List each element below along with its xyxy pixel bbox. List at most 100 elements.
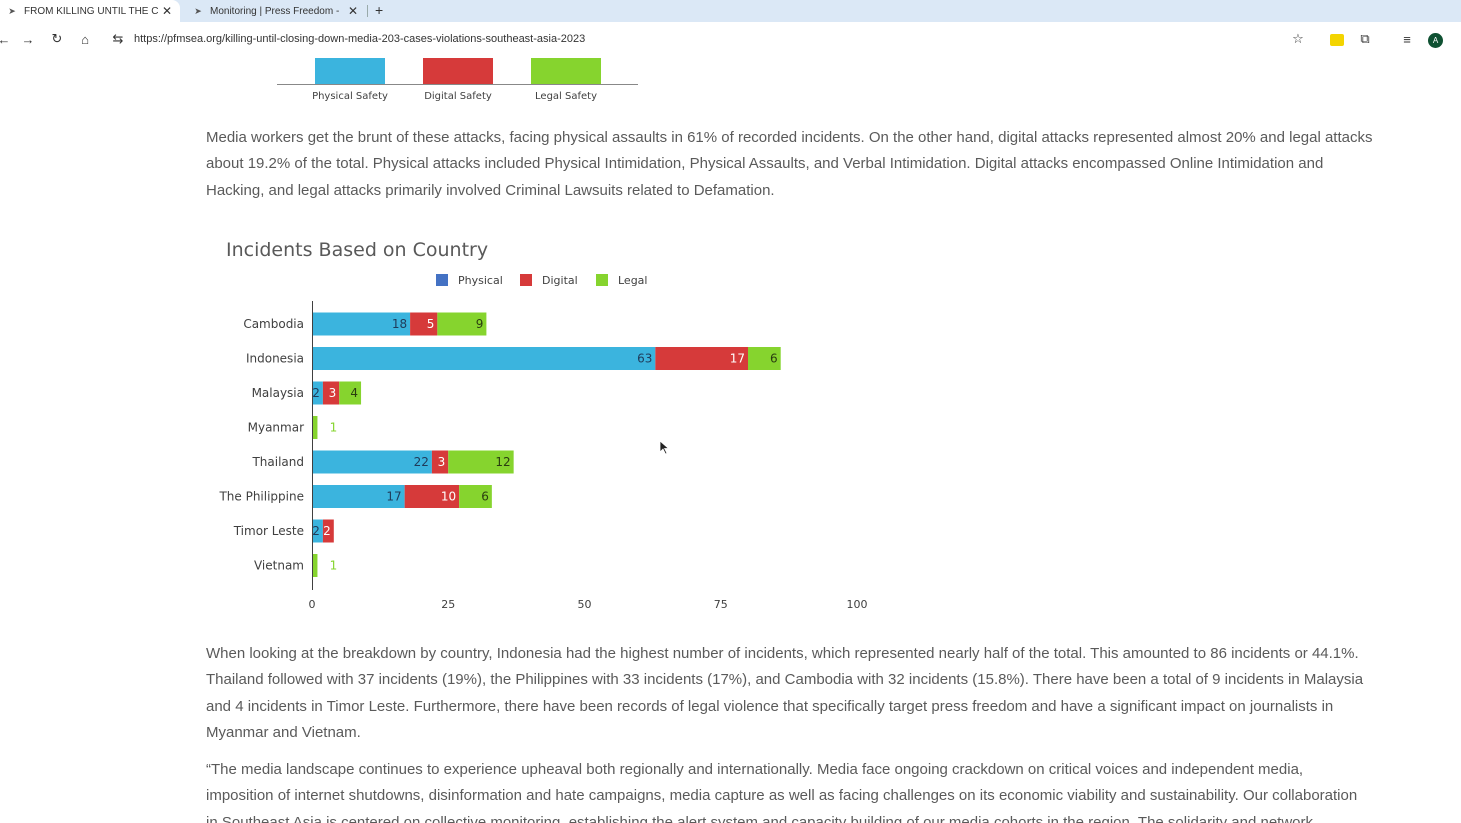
legend-label-physical: Physical [458, 274, 503, 287]
bar-legal [339, 381, 362, 405]
bar-digital [410, 312, 438, 336]
close-tab-icon[interactable]: ✕ [161, 4, 172, 18]
data-label: 2 [312, 524, 320, 538]
bar-physical [312, 312, 411, 336]
legend-swatch-legal [596, 274, 608, 286]
data-label: 22 [414, 455, 429, 469]
category-label: Cambodia [243, 317, 304, 331]
tab-separator [367, 5, 368, 17]
data-label: 2 [312, 386, 320, 400]
bar-legal [437, 312, 487, 336]
safety-type-legend: Physical Safety Digital Safety Legal Saf… [277, 58, 638, 102]
bar-legal [459, 485, 492, 508]
data-label: 5 [427, 317, 435, 331]
extension-icon[interactable] [1330, 34, 1344, 46]
digital-safety-swatch [423, 58, 493, 84]
category-label: Myanmar [248, 421, 304, 435]
article-page: Physical Safety Digital Safety Legal Saf… [0, 58, 1461, 823]
data-label: 9 [476, 317, 484, 331]
bar-digital [322, 381, 340, 405]
chart-x-axis: 0 25 50 75 100 [309, 598, 868, 611]
reading-list-icon[interactable]: ≡ [1403, 31, 1411, 47]
data-label: 10 [441, 490, 456, 504]
x-tick-label: 100 [847, 598, 868, 611]
digital-safety-label: Digital Safety [424, 91, 492, 102]
bar-legal [312, 416, 318, 439]
x-tick-label: 50 [578, 598, 592, 611]
category-label: Thailand [251, 455, 304, 469]
data-label: 6 [481, 490, 489, 504]
reload-icon[interactable]: ↻ [51, 31, 63, 46]
data-label: 1 [330, 559, 338, 573]
bar-physical [312, 450, 432, 474]
data-label: 17 [730, 352, 745, 366]
data-label: 6 [770, 352, 778, 366]
profile-avatar[interactable]: A [1428, 33, 1443, 48]
paragraph-line: Hacking, and legal attacks primarily inv… [206, 181, 775, 199]
data-label: 63 [637, 352, 652, 366]
paragraph-line: Media workers get the brunt of these att… [206, 129, 1373, 146]
tab-title: FROM KILLING UNTIL THE C [24, 5, 159, 17]
incidents-by-country-chart: Incidents Based on Country Physical Digit… [218, 239, 868, 611]
physical-safety-label: Physical Safety [312, 91, 388, 102]
back-arrow-icon[interactable]: ← [0, 31, 11, 47]
paragraph-line: Thailand followed with 37 incidents (19%… [206, 671, 1364, 689]
home-icon[interactable]: ⌂ [81, 31, 89, 47]
category-label: The Philippine [218, 490, 304, 504]
bar-digital [404, 485, 460, 508]
paragraph-attack-types: Media workers get the brunt of these att… [206, 125, 1372, 204]
category-label: Malaysia [252, 386, 304, 400]
tab-monitoring[interactable]: ➤ Monitoring | Press Freedom - ✕ [186, 0, 366, 22]
legend-swatch-physical [436, 274, 448, 286]
x-tick-label: 25 [441, 598, 455, 611]
bookmark-star-icon[interactable]: ☆ [1292, 31, 1304, 46]
site-settings-icon[interactable]: ⇆ [112, 31, 124, 46]
chart-category-labels: Cambodia Indonesia Malaysia Myanmar Thailand… [218, 317, 304, 573]
bar-physical [312, 381, 323, 405]
bar-physical [312, 347, 656, 370]
tab-strip: ➤ FROM KILLING UNTIL THE C ✕ ➤ Monitorin… [0, 0, 1461, 22]
paragraph-quote: “The media landscape continues to experi… [206, 757, 1357, 823]
close-tab-icon[interactable]: ✕ [347, 4, 358, 18]
data-label: 18 [392, 317, 407, 331]
legal-safety-label: Legal Safety [535, 91, 597, 102]
paragraph-country-breakdown: When looking at the breakdown by country… [206, 641, 1363, 747]
paragraph-line: about 19.2% of the total. Physical attac… [206, 155, 1324, 173]
site-favicon-icon: ➤ [8, 5, 16, 16]
legal-safety-swatch [531, 58, 601, 84]
legend-label-legal: Legal [618, 274, 647, 287]
bar-legal [312, 554, 318, 577]
bar-digital [655, 347, 748, 370]
bar-legal [748, 347, 781, 370]
data-label: 17 [386, 490, 401, 504]
new-tab-button[interactable]: + [375, 2, 384, 18]
site-favicon-icon: ➤ [194, 5, 202, 16]
category-label: Indonesia [246, 352, 304, 366]
data-label: 3 [438, 455, 446, 469]
data-label: 3 [329, 386, 337, 400]
bar-digital [322, 519, 334, 543]
paragraph-line: “The media landscape continues to experi… [206, 761, 1304, 778]
x-tick-label: 0 [309, 598, 316, 611]
category-label: Vietnam [254, 559, 304, 573]
x-tick-label: 75 [714, 598, 728, 611]
paragraph-line: imposition of internet shutdowns, disinf… [206, 787, 1358, 805]
tab-active[interactable]: ➤ FROM KILLING UNTIL THE C ✕ [0, 0, 180, 22]
browser-toolbar: ← → ↻ ⌂ ⇆ https://pfmsea.org/killing-unt… [0, 22, 1461, 58]
forward-arrow-icon[interactable]: → [21, 31, 35, 47]
chart-legend: Physical Digital Legal [436, 274, 647, 287]
tab-title: Monitoring | Press Freedom - [210, 5, 340, 17]
paragraph-line: When looking at the breakdown by country… [206, 645, 1359, 662]
paragraph-line: in Southeast Asia is centered on collect… [206, 813, 1314, 823]
category-label: Timor Leste [233, 524, 304, 538]
bar-physical [312, 519, 323, 543]
address-bar[interactable]: https://pfmsea.org/killing-until-closing… [134, 33, 586, 45]
data-label: 12 [495, 455, 510, 469]
legend-swatch-digital [520, 274, 532, 286]
data-label: 4 [350, 386, 358, 400]
legend-label-digital: Digital [542, 274, 578, 287]
extensions-puzzle-icon[interactable]: ⧉ [1360, 31, 1370, 46]
data-label: 1 [330, 421, 338, 435]
bar-legal [448, 450, 514, 474]
